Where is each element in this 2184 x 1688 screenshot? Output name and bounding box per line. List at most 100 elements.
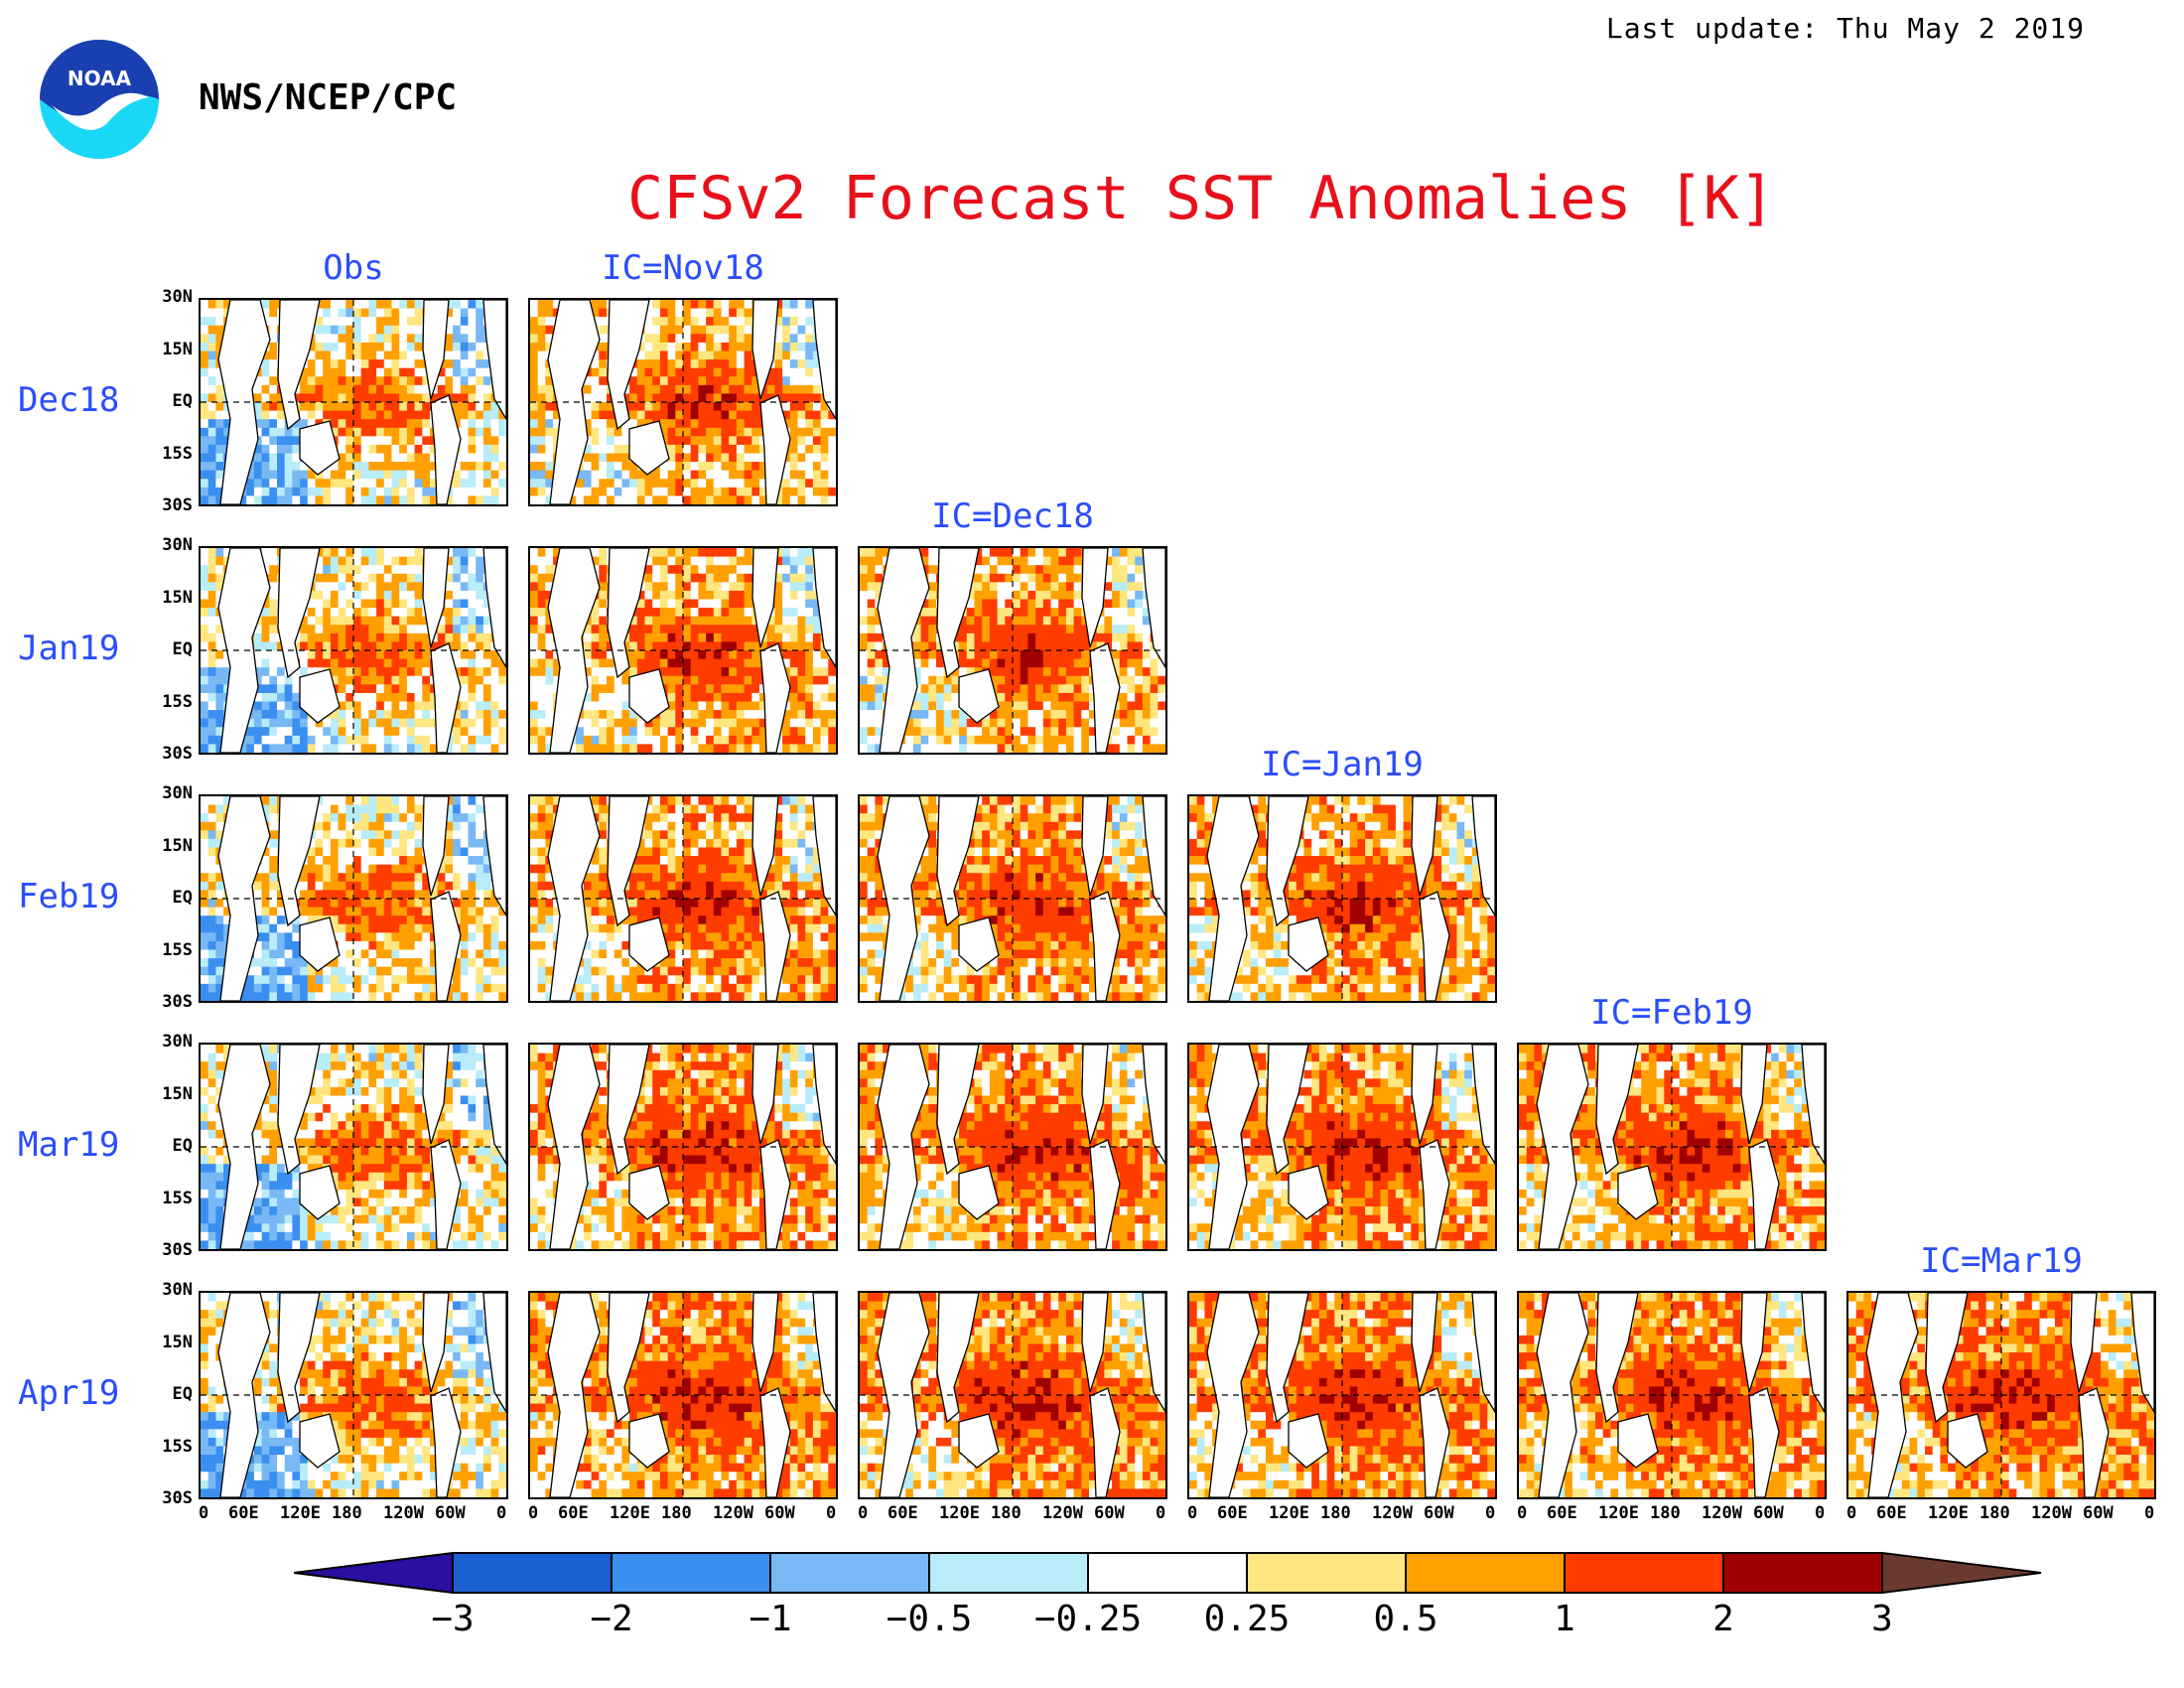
colorbar-high-arrow [1881, 1551, 2042, 1595]
sst-map-panel [528, 794, 838, 1003]
sst-map-panel [1517, 1043, 1827, 1251]
noaa-logo-text: NOAA [68, 67, 132, 90]
sst-map-panel [199, 1291, 508, 1499]
lat-tick-label: 15S [162, 1436, 193, 1457]
lat-tick-label: 15N [162, 1083, 193, 1104]
lon-tick-label: 180 [1650, 1503, 1681, 1523]
lon-tick-label: 0 [826, 1503, 837, 1523]
colorbar-segment [1087, 1552, 1248, 1594]
lon-tick-label: 60E [1217, 1503, 1248, 1523]
sst-map-panel [199, 1043, 508, 1251]
lon-tick-label: 60E [228, 1503, 259, 1523]
lon-tick-label: 120W [1372, 1503, 1413, 1523]
row-label-dec18: Dec18 [18, 380, 120, 420]
lon-tick-label: 0 [1815, 1503, 1826, 1523]
lon-tick-label: 60E [887, 1503, 918, 1523]
lon-tick-label: 0 [1156, 1503, 1166, 1523]
lon-tick-label: 180 [991, 1503, 1022, 1523]
colorbar-level-label: −3 [431, 1599, 475, 1639]
sst-map-panel [528, 1043, 838, 1251]
lon-tick-label: 60E [558, 1503, 589, 1523]
colorbar-segment [452, 1552, 613, 1594]
lat-tick-label: 15S [162, 443, 193, 464]
colorbar-low-arrow [294, 1551, 454, 1595]
lon-tick-label: 0 [1517, 1503, 1528, 1523]
column-label: Obs [323, 248, 384, 288]
sst-map-panel [528, 546, 838, 755]
colorbar-level-label: 0.5 [1373, 1599, 1438, 1639]
lat-tick-label: EQ [172, 1384, 193, 1404]
lon-tick-label: 0 [1846, 1503, 1857, 1523]
sst-map-panel [1846, 1291, 2156, 1499]
colorbar-level-label: 0.25 [1203, 1599, 1291, 1639]
lon-tick-label: 120E [1928, 1503, 1969, 1523]
lat-tick-label: 30N [162, 535, 193, 555]
sst-map-panel [528, 1291, 838, 1499]
colorbar-segment [1722, 1552, 1883, 1594]
lon-tick-label: 120E [1269, 1503, 1309, 1523]
lon-tick-label: 180 [1979, 1503, 2010, 1523]
column-label: IC=Dec18 [931, 496, 1094, 536]
colorbar-level-label: −2 [590, 1599, 633, 1639]
noaa-logo-icon: NOAA [40, 40, 159, 159]
lon-tick-label: 0 [199, 1503, 209, 1523]
column-label: IC=Feb19 [1590, 993, 1753, 1033]
lat-tick-label: 15N [162, 587, 193, 608]
lat-tick-label: 30N [162, 783, 193, 803]
sst-map-panel [1187, 794, 1497, 1003]
lon-tick-label: 120E [610, 1503, 650, 1523]
colorbar-segment [1246, 1552, 1407, 1594]
colorbar-segment [928, 1552, 1089, 1594]
lat-tick-label: 30N [162, 1280, 193, 1300]
lon-tick-label: 120E [939, 1503, 980, 1523]
lon-tick-label: 60W [1753, 1503, 1784, 1523]
lat-tick-label: EQ [172, 639, 193, 659]
lat-tick-label: 30S [162, 495, 193, 515]
column-label: IC=Nov18 [602, 248, 764, 288]
sst-map-panel [858, 794, 1167, 1003]
colorbar-level-label: −0.5 [886, 1599, 973, 1639]
row-label-apr19: Apr19 [18, 1373, 120, 1413]
lon-tick-label: 180 [661, 1503, 692, 1523]
lat-tick-label: 30N [162, 1032, 193, 1052]
lat-tick-label: 15N [162, 835, 193, 856]
colorbar-segment [611, 1552, 771, 1594]
lon-tick-label: 0 [1187, 1503, 1198, 1523]
lon-tick-label: 120W [1702, 1503, 1742, 1523]
sst-map-panel [1517, 1291, 1827, 1499]
lat-tick-label: EQ [172, 1136, 193, 1156]
lon-tick-label: 0 [2144, 1503, 2155, 1523]
lon-tick-label: 120E [280, 1503, 321, 1523]
colorbar-level-label: −0.25 [1033, 1599, 1143, 1639]
colorbar [294, 1551, 2042, 1595]
lat-tick-label: EQ [172, 888, 193, 908]
lon-tick-label: 0 [1485, 1503, 1496, 1523]
lon-tick-label: 0 [496, 1503, 507, 1523]
lon-tick-label: 60E [1876, 1503, 1907, 1523]
row-label-feb19: Feb19 [18, 877, 120, 916]
lon-tick-label: 120W [2031, 1503, 2072, 1523]
sst-map-panel [199, 298, 508, 506]
sst-map-panel [858, 1291, 1167, 1499]
lat-tick-label: 30S [162, 1240, 193, 1260]
lon-tick-label: 0 [858, 1503, 869, 1523]
column-label: IC=Jan19 [1261, 745, 1424, 784]
lat-tick-label: 30S [162, 992, 193, 1012]
lon-tick-label: 60W [1094, 1503, 1125, 1523]
lon-tick-label: 120W [1042, 1503, 1083, 1523]
lat-tick-label: 15N [162, 339, 193, 359]
sst-map-panel [858, 546, 1167, 755]
row-label-jan19: Jan19 [18, 629, 120, 668]
colorbar-level-label: 2 [1712, 1599, 1734, 1639]
colorbar-segment [769, 1552, 930, 1594]
lat-tick-label: 15S [162, 939, 193, 960]
organization-label: NWS/NCEP/CPC [199, 77, 458, 118]
last-update-text: Last update: Thu May 2 2019 [1605, 12, 2085, 45]
colorbar-level-label: −1 [749, 1599, 792, 1639]
sst-map-panel [1187, 1043, 1497, 1251]
lat-tick-label: 30S [162, 1488, 193, 1508]
lon-tick-label: 180 [332, 1503, 362, 1523]
sst-map-panel [199, 546, 508, 755]
lon-tick-label: 60E [1547, 1503, 1577, 1523]
lat-tick-label: 15S [162, 691, 193, 712]
